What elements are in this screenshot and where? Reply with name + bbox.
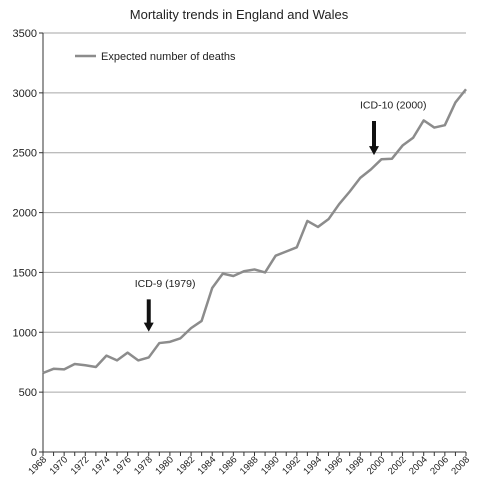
y-tick-label: 3000 [13,88,37,100]
annotation-label: ICD-9 (1979) [135,278,196,290]
y-tick-label: 1500 [13,267,37,279]
x-tick-label: 2006 [428,454,451,477]
x-tick-label: 2002 [386,454,409,477]
y-tick-label: 0 [31,447,37,459]
axes [42,33,466,453]
x-tick-label: 1978 [132,454,155,477]
x-tick-label: 2000 [365,454,388,477]
x-tick-label: 1984 [196,454,219,477]
grid-lines [43,32,466,393]
x-tick-label: 2008 [449,454,472,477]
chart-title: Mortality trends in England and Wales [129,7,349,22]
x-tick-label: 1986 [217,454,240,477]
x-tick-label: 1982 [174,454,197,477]
x-tick-label: 1990 [259,454,282,477]
x-tick-label: 1994 [301,454,324,477]
x-tick-label: 1996 [322,454,345,477]
x-tick-label: 1976 [111,454,134,477]
x-axis-ticks: 1968197019721974197619781980198219841986… [26,452,472,477]
x-tick-label: 1968 [26,454,49,477]
annotation-label: ICD-10 (2000) [360,99,427,111]
x-tick-label: 1974 [90,454,113,477]
legend-label: Expected number of deaths [101,51,236,63]
x-tick-label: 1970 [48,454,71,477]
y-tick-label: 3500 [13,28,37,40]
x-tick-label: 1992 [280,454,303,477]
x-tick-label: 1972 [69,454,92,477]
y-tick-label: 1000 [13,327,37,339]
series-line [42,88,467,375]
annotation-arrow-head [368,146,379,156]
annotations: ICD-9 (1979) ICD-10 (2000) [135,99,427,332]
x-tick-label: 1998 [344,454,367,477]
y-tick-label: 2500 [13,148,37,160]
annotation-arrow-head [143,322,154,332]
x-tick-label: 1980 [153,454,176,477]
legend: Expected number of deaths [75,51,236,63]
x-tick-label: 2004 [407,454,430,477]
y-tick-label: 2000 [13,208,37,220]
y-axis-ticks: 0 500 1000 1500 2000 2500 3000 3500 [13,28,43,459]
series-layer [42,88,467,375]
y-tick-label: 500 [19,387,37,399]
x-tick-label: 1988 [238,454,261,477]
